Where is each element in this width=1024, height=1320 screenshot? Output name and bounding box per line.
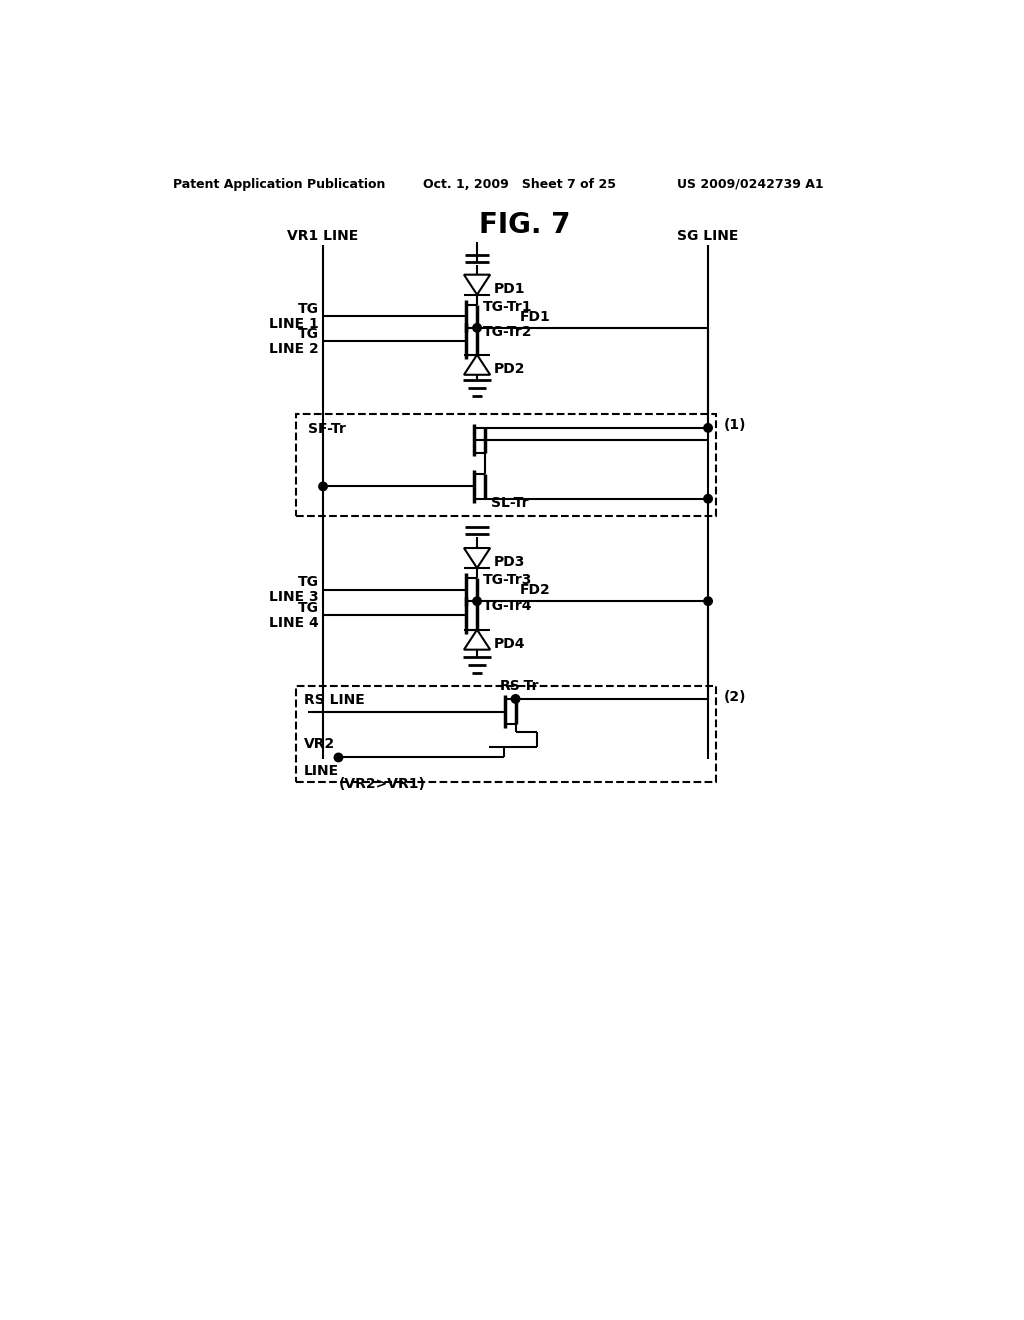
- Text: TG-Tr1: TG-Tr1: [483, 300, 532, 314]
- Polygon shape: [464, 275, 490, 294]
- Circle shape: [318, 482, 328, 491]
- Text: FD1: FD1: [519, 310, 550, 323]
- Text: (VR2>VR1): (VR2>VR1): [339, 776, 425, 791]
- Text: US 2009/0242739 A1: US 2009/0242739 A1: [677, 178, 824, 190]
- Text: LINE 2: LINE 2: [268, 342, 318, 356]
- Polygon shape: [464, 548, 490, 568]
- Text: SL-Tr: SL-Tr: [490, 496, 528, 510]
- Text: FD2: FD2: [519, 583, 550, 598]
- Circle shape: [473, 323, 481, 333]
- Polygon shape: [464, 630, 490, 649]
- Text: LINE 3: LINE 3: [269, 590, 318, 605]
- Polygon shape: [464, 355, 490, 375]
- Text: (2): (2): [724, 689, 745, 704]
- Text: Patent Application Publication: Patent Application Publication: [173, 178, 385, 190]
- Circle shape: [511, 694, 520, 704]
- Circle shape: [703, 495, 713, 503]
- Text: PD3: PD3: [494, 554, 525, 569]
- Circle shape: [473, 597, 481, 606]
- Text: TG-Tr2: TG-Tr2: [483, 325, 532, 339]
- Text: (1): (1): [724, 418, 745, 432]
- Text: PD1: PD1: [494, 281, 525, 296]
- Text: TG-Tr3: TG-Tr3: [483, 573, 532, 587]
- Text: LINE 1: LINE 1: [268, 317, 318, 331]
- Circle shape: [703, 597, 713, 606]
- Text: RS LINE: RS LINE: [304, 693, 365, 708]
- Circle shape: [334, 754, 343, 762]
- Text: LINE: LINE: [304, 763, 339, 777]
- Text: RS-Tr: RS-Tr: [500, 678, 540, 693]
- Text: TG-Tr4: TG-Tr4: [483, 599, 532, 614]
- Text: TG: TG: [297, 301, 318, 315]
- Bar: [296, 414, 716, 516]
- Text: FIG. 7: FIG. 7: [479, 211, 570, 239]
- Text: SG LINE: SG LINE: [677, 230, 738, 243]
- Text: TG: TG: [297, 576, 318, 589]
- Text: TG: TG: [297, 326, 318, 341]
- Text: PD2: PD2: [494, 362, 525, 376]
- Text: PD4: PD4: [494, 636, 525, 651]
- Text: VR2: VR2: [304, 738, 335, 751]
- Text: LINE 4: LINE 4: [268, 616, 318, 630]
- Text: TG: TG: [297, 601, 318, 615]
- Text: SF-Tr: SF-Tr: [307, 422, 345, 437]
- Text: Oct. 1, 2009   Sheet 7 of 25: Oct. 1, 2009 Sheet 7 of 25: [423, 178, 616, 190]
- Circle shape: [703, 424, 713, 432]
- Text: VR1 LINE: VR1 LINE: [288, 230, 358, 243]
- Bar: [296, 686, 716, 781]
